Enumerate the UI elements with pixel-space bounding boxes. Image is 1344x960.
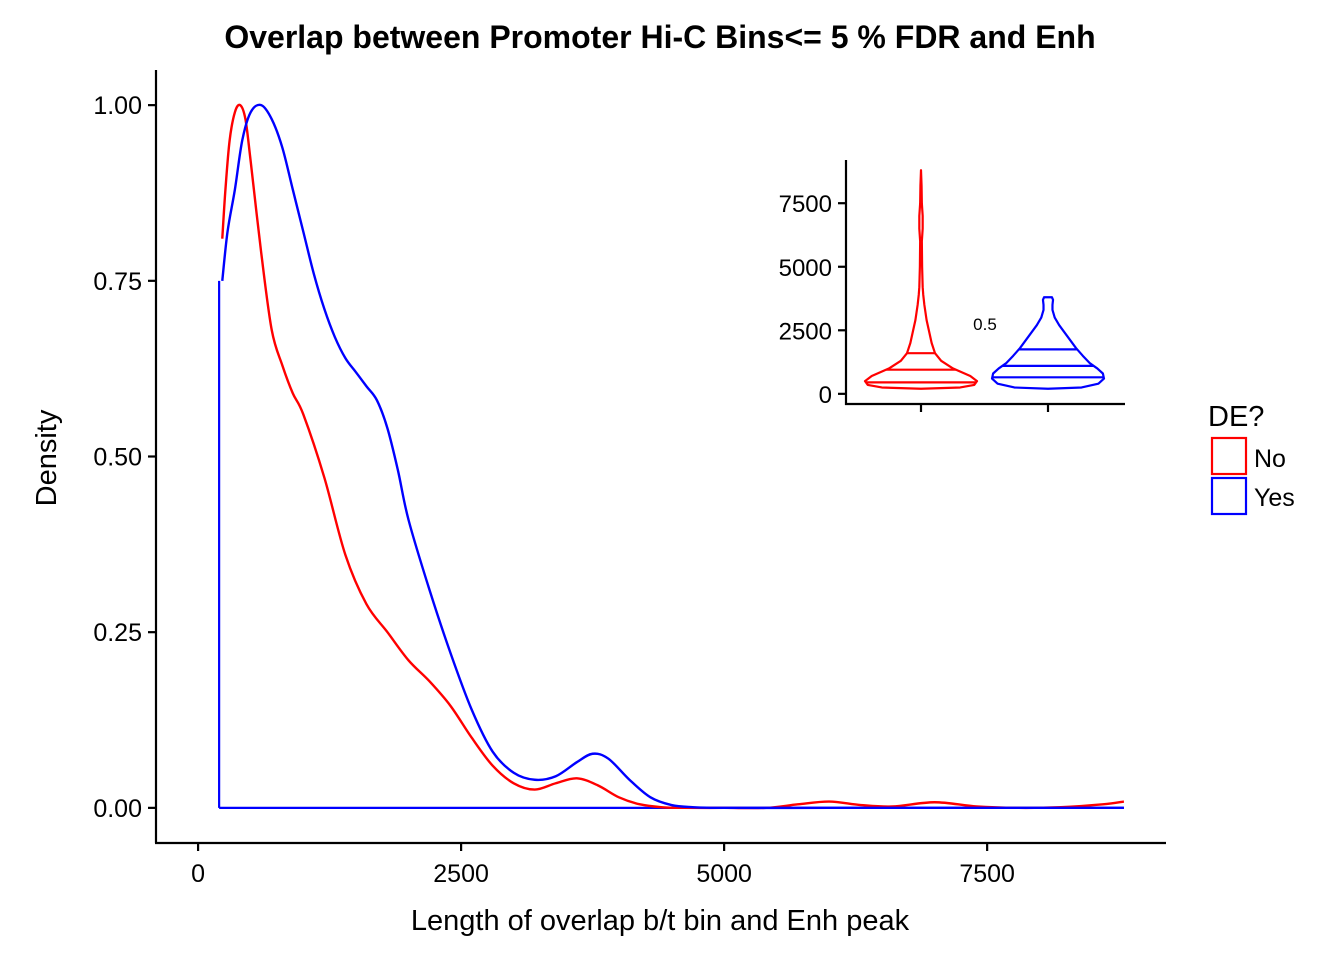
legend-swatch-no bbox=[1210, 436, 1248, 476]
y-tick-label: 0.75 bbox=[93, 268, 142, 296]
legend-label-yes: Yes bbox=[1254, 484, 1295, 512]
inset-y-tick-label: 2500 bbox=[779, 318, 832, 345]
legend-title: DE? bbox=[1208, 401, 1264, 433]
y-axis-title: Density bbox=[31, 409, 63, 506]
x-tick-label: 0 bbox=[191, 860, 205, 888]
chart-title: Overlap between Promoter Hi-C Bins<= 5 %… bbox=[224, 19, 1095, 55]
inset-y-tick-label: 7500 bbox=[779, 191, 832, 218]
violin-no bbox=[863, 169, 979, 390]
x-tick-label: 5000 bbox=[696, 860, 752, 888]
y-tick-label: 1.00 bbox=[93, 92, 142, 120]
x-tick-label: 7500 bbox=[959, 860, 1015, 888]
density-line-no bbox=[221, 103, 1125, 810]
inset-x-ticks bbox=[919, 404, 1050, 412]
x-ticks: 0 2500 5000 7500 bbox=[191, 843, 1015, 888]
inset-violin-plot: 0 2500 5000 7500 0.5 bbox=[779, 160, 1125, 412]
y-tick-label: 0.25 bbox=[93, 619, 142, 647]
density-line-yes bbox=[221, 103, 1124, 810]
y-tick-label: 0.00 bbox=[93, 795, 142, 823]
x-axis-title: Length of overlap b/t bin and Enh peak bbox=[411, 905, 910, 937]
inset-y-tick-label: 5000 bbox=[779, 255, 832, 282]
legend-swatch-yes bbox=[1210, 476, 1248, 516]
y-tick-label: 0.50 bbox=[93, 444, 142, 472]
pvalue-annotation: 0.5 bbox=[973, 315, 997, 334]
violin-yes bbox=[990, 296, 1106, 390]
legend: DE? No Yes bbox=[1208, 401, 1295, 516]
inset-y-ticks: 0 2500 5000 7500 bbox=[779, 191, 846, 409]
x-tick-label: 2500 bbox=[433, 860, 489, 888]
y-ticks: 0.00 0.25 0.50 0.75 1.00 bbox=[93, 92, 156, 823]
inset-y-tick-label: 0 bbox=[819, 382, 832, 409]
legend-label-no: No bbox=[1254, 445, 1286, 473]
density-series bbox=[218, 103, 1125, 810]
violins bbox=[863, 169, 1106, 390]
